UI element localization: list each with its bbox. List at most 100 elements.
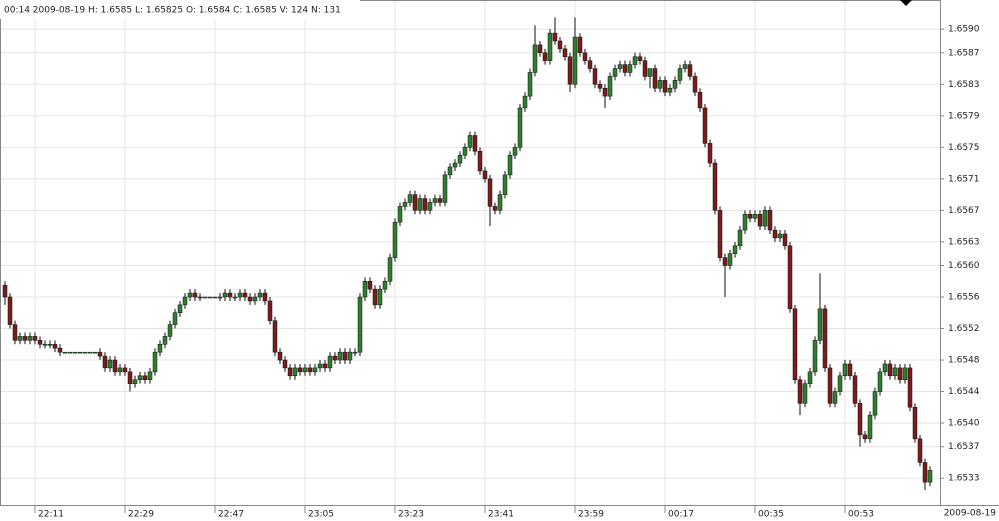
candle-body	[802, 383, 808, 404]
candle-body	[427, 202, 433, 211]
candle-body	[862, 434, 868, 440]
candle-body	[307, 367, 313, 373]
candle-body	[487, 178, 493, 207]
candle-body	[727, 253, 733, 266]
y-tick-label: 1.6540	[948, 419, 980, 429]
candle-body	[702, 107, 708, 144]
candle-body	[652, 68, 658, 89]
candle-body	[477, 151, 483, 172]
candle-body	[402, 202, 408, 207]
candles	[2, 17, 933, 491]
y-tick-label: 1.6556	[948, 293, 980, 303]
candle-body	[527, 72, 533, 97]
candle-body	[642, 60, 648, 77]
candle-body	[342, 351, 348, 361]
candle-body	[167, 324, 173, 337]
candle-body	[232, 296, 238, 299]
candle-body	[352, 351, 358, 354]
x-tick-label: 22:11	[38, 510, 64, 520]
candle-body	[587, 60, 593, 69]
candle-body	[87, 351, 93, 354]
candle-body	[752, 214, 758, 219]
candle-body	[57, 347, 63, 353]
candle-body	[7, 296, 13, 325]
candle-body	[707, 143, 713, 164]
candle-body	[97, 351, 103, 357]
candle-body	[562, 48, 568, 57]
scroll-marker	[900, 0, 912, 6]
candle-body	[597, 84, 603, 89]
candle-body	[602, 87, 608, 97]
candle-body	[172, 312, 178, 325]
candle-body	[157, 344, 163, 353]
candle-body	[107, 359, 113, 369]
candle-body	[787, 245, 793, 310]
candle-body	[27, 336, 33, 341]
candle-body	[667, 87, 673, 93]
candle-body	[72, 351, 78, 354]
y-tick-label: 1.6587	[948, 48, 980, 58]
y-tick-label: 1.6583	[948, 80, 980, 90]
candle-body	[717, 210, 723, 258]
candle-body	[697, 91, 703, 109]
candle-body	[782, 233, 788, 247]
candle-body	[417, 198, 423, 211]
candle-body	[607, 76, 613, 97]
candle-body	[247, 296, 253, 302]
candle-body	[492, 206, 498, 211]
candle-body	[827, 367, 833, 404]
candle-body	[117, 367, 123, 373]
candle-body	[632, 56, 638, 65]
candle-body	[197, 296, 203, 299]
candle-body	[357, 296, 363, 353]
candle-body	[222, 292, 228, 298]
candle-body	[62, 351, 68, 354]
candle-body	[627, 64, 633, 73]
candle-body	[762, 210, 768, 227]
candle-body	[902, 367, 908, 380]
candle-body	[822, 308, 828, 369]
candle-body	[42, 344, 48, 346]
candle-body	[277, 351, 283, 361]
candle-body	[857, 403, 863, 436]
candle-body	[182, 296, 188, 306]
y-tick-label: 1.6563	[948, 237, 980, 247]
candle-body	[772, 229, 778, 239]
candle-body	[522, 95, 528, 109]
candle-body	[542, 52, 548, 61]
candle-body	[67, 351, 73, 354]
y-tick-label: 1.6579	[948, 111, 980, 121]
candle-body	[792, 308, 798, 380]
candle-body	[177, 304, 183, 314]
candle-body	[637, 56, 643, 61]
candle-body	[612, 68, 618, 77]
candle-body	[12, 324, 18, 341]
candle-body	[472, 135, 478, 152]
candle-body	[462, 147, 468, 156]
candle-body	[662, 80, 668, 93]
candle-body	[347, 351, 353, 361]
y-tick-label: 1.6590	[948, 25, 980, 35]
candle-body	[812, 340, 818, 373]
candle-body	[122, 367, 128, 373]
candle-body	[912, 407, 918, 440]
candle-body	[747, 214, 753, 219]
y-tick-label: 1.6552	[948, 324, 980, 334]
candle-body	[882, 363, 888, 373]
candle-body	[392, 221, 398, 258]
candle-body	[382, 281, 388, 290]
candle-body	[907, 367, 913, 408]
y-tick-label: 1.6567	[948, 206, 980, 216]
candle-body	[482, 170, 488, 180]
candle-body	[377, 288, 383, 306]
candle-body	[412, 194, 418, 211]
grid	[1, 1, 940, 505]
candle-body	[807, 371, 813, 384]
candle-body	[202, 296, 208, 299]
candle-body	[432, 198, 438, 203]
candle-body	[332, 355, 338, 361]
candle-body	[132, 379, 138, 384]
candle-body	[847, 363, 853, 377]
